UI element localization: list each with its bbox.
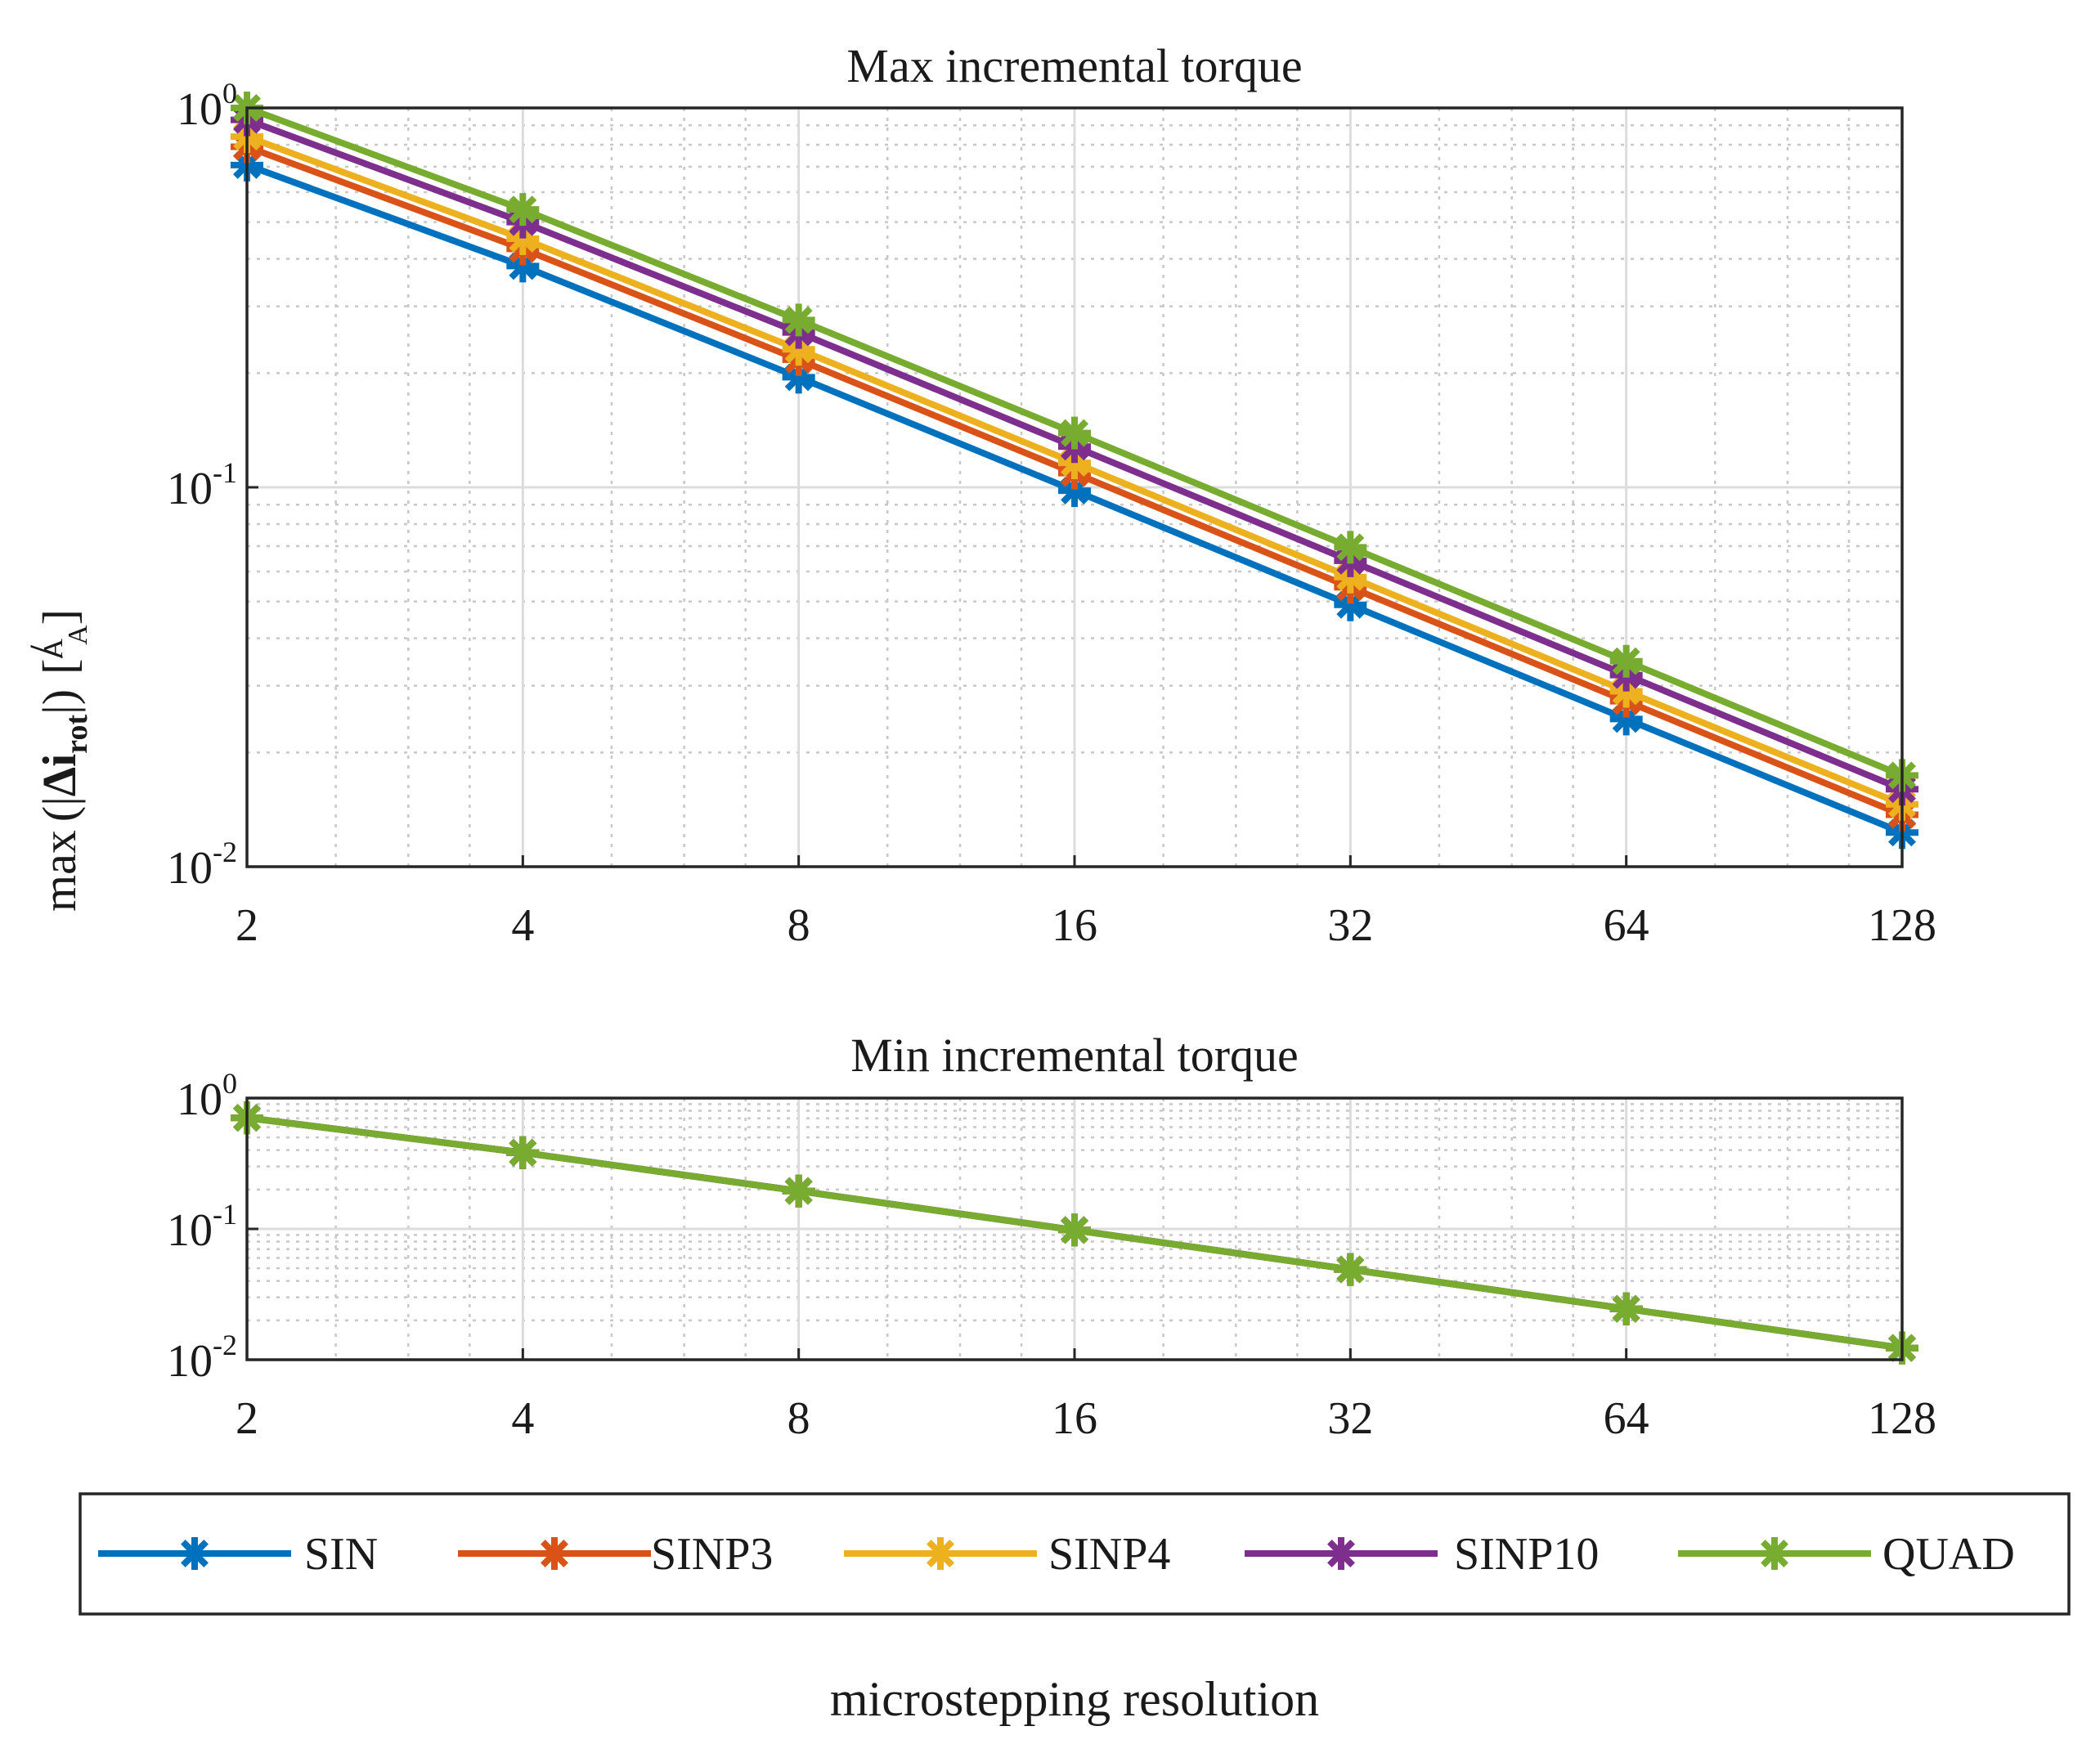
- data-point-quad: [506, 193, 540, 226]
- x-tick-label: 8: [788, 1393, 810, 1444]
- ylabel-unit-den: A: [63, 625, 93, 645]
- y-axis-label: max(|Δirot|)[A/A]: [20, 609, 94, 912]
- legend-swatch-marker: [924, 1537, 957, 1570]
- y-tick-label: 100: [177, 77, 237, 135]
- data-point-quad: [1609, 644, 1643, 678]
- data-point-quad: [782, 303, 815, 337]
- min-torque-plot: Min incremental torque 2 4 8 16 32 64 128 10-2 1…: [167, 1029, 1936, 1444]
- legend-item-sinp10: SINP10: [1245, 1529, 1599, 1580]
- legend-label: QUAD: [1882, 1529, 2015, 1580]
- x-tick-label: 2: [236, 1393, 258, 1444]
- x-tick-label: 128: [1868, 900, 1936, 951]
- ylabel-prefix: max: [33, 830, 86, 912]
- legend: SIN SINP3 SINP4 SINP10 QUAD: [79, 1492, 2071, 1616]
- legend-swatch-marker: [1325, 1537, 1357, 1570]
- data-point-quad: [1334, 531, 1367, 564]
- x-tick-label: 16: [1052, 1393, 1097, 1444]
- data-point-quad: [1609, 1292, 1643, 1325]
- data-point-quad: [1058, 1213, 1091, 1247]
- legend-item-quad: QUAD: [1678, 1529, 2015, 1580]
- y-tick-label: 100: [177, 1067, 237, 1125]
- x-tick-label: 32: [1327, 900, 1373, 951]
- legend-label: SINP3: [651, 1529, 773, 1580]
- data-point-quad: [1058, 416, 1091, 450]
- x-tick-label: 16: [1052, 900, 1097, 951]
- legend-label: SIN: [304, 1529, 378, 1580]
- data-point-quad: [782, 1174, 815, 1208]
- x-tick-label: 64: [1604, 1393, 1649, 1444]
- legend-swatch-marker: [538, 1537, 571, 1570]
- x-axis-label: microstepping resolution: [830, 1672, 1319, 1726]
- legend-swatch-marker: [1758, 1537, 1791, 1570]
- legend-label: SINP4: [1048, 1529, 1170, 1580]
- ylabel-subscript: rot: [60, 715, 94, 754]
- y-tick-label: 10-1: [167, 1198, 237, 1256]
- legend-item-sinp3: SINP3: [458, 1529, 773, 1580]
- ylabel-unit-num: A: [38, 639, 69, 659]
- min-torque-title: Min incremental torque: [850, 1029, 1299, 1082]
- svg-text:max(|Δirot|)[A/A]: max(|Δirot|)[A/A]: [20, 609, 94, 912]
- x-tick-label: 32: [1327, 1393, 1373, 1444]
- y-tick-label: 10-2: [167, 836, 237, 894]
- x-tick-label: 4: [511, 1393, 534, 1444]
- x-tick-label: 128: [1868, 1393, 1936, 1444]
- legend-item-sin: SIN: [98, 1529, 378, 1580]
- max-torque-plot: Max incremental torque 2 4 8 16 32 64 128 10-2 1…: [167, 39, 1936, 951]
- data-point-quad: [1334, 1253, 1367, 1286]
- x-tick-label: 64: [1604, 900, 1649, 951]
- data-point-quad: [506, 1136, 540, 1169]
- y-tick-label: 10-1: [167, 456, 237, 514]
- legend-item-sinp4: SINP4: [844, 1529, 1170, 1580]
- legend-swatch-marker: [178, 1537, 211, 1570]
- legend-label: SINP10: [1454, 1529, 1599, 1580]
- max-torque-title: Max incremental torque: [846, 39, 1302, 92]
- y-tick-label: 10-2: [167, 1329, 237, 1387]
- ylabel-symbol: Δi: [33, 754, 86, 796]
- x-tick-label: 4: [511, 900, 534, 951]
- x-tick-label: 8: [788, 900, 810, 951]
- x-tick-label: 2: [236, 900, 258, 951]
